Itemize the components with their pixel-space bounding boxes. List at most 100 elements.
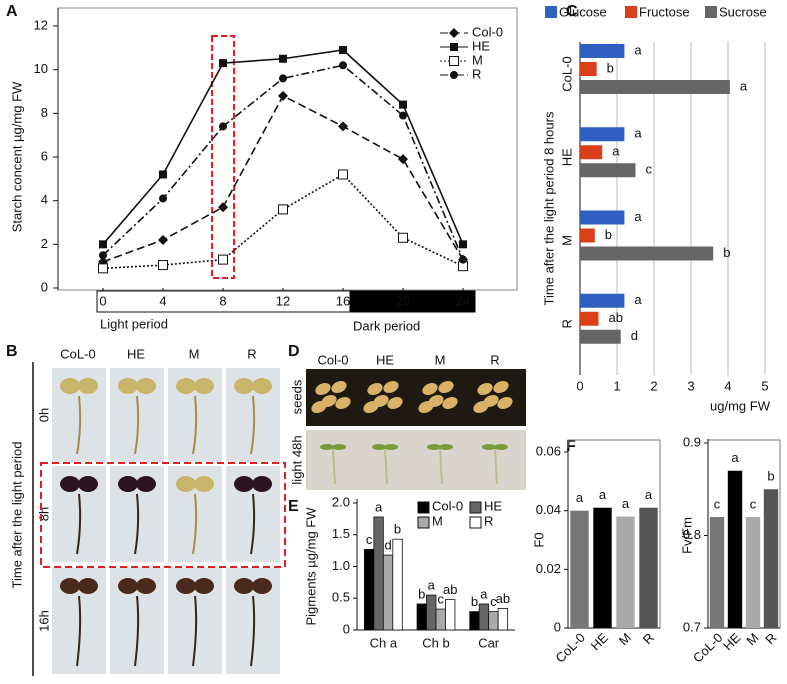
marker — [219, 59, 227, 68]
x-tick-label: 12 — [276, 293, 290, 308]
cotyledon — [176, 378, 196, 394]
marker — [459, 240, 467, 249]
significance-letter: c — [750, 496, 757, 511]
x-tick-label: Ch b — [422, 635, 449, 650]
bar — [392, 538, 403, 631]
cotyledon — [194, 476, 214, 492]
y-tick-label: R — [559, 319, 574, 328]
bar — [363, 548, 375, 631]
y-axis-label: Pigments µg/mg FW — [303, 507, 318, 626]
y-tick-label: 0.04 — [536, 502, 561, 517]
cotyledon — [427, 444, 441, 450]
x-tick-label: 24 — [456, 293, 470, 308]
y-tick-label: 4 — [41, 192, 48, 207]
seedling-stem — [192, 493, 198, 555]
seed — [387, 396, 403, 410]
seed — [418, 400, 434, 414]
seedling-stem — [192, 395, 198, 455]
cotyledon — [60, 378, 80, 394]
legend-label: Sucrose — [719, 4, 767, 19]
cotyledon — [234, 476, 254, 492]
cotyledon — [60, 578, 80, 594]
bar — [570, 510, 589, 628]
x-tick-label: CoL-0 — [552, 630, 588, 666]
cotyledon — [118, 476, 138, 492]
bar — [580, 44, 625, 58]
legend-swatch — [625, 6, 637, 18]
significance-letter: b — [605, 227, 612, 242]
cotyledon — [60, 476, 80, 492]
seedling-stem — [250, 595, 256, 667]
legend-label: Glucose — [559, 4, 607, 19]
column-label: CoL-0 — [60, 346, 95, 361]
x-tick-label: R — [640, 630, 657, 647]
x-tick-label: CoL-0 — [690, 630, 726, 666]
cotyledon — [332, 444, 346, 450]
seed — [473, 400, 489, 414]
significance-letter: a — [634, 209, 642, 224]
bar — [497, 608, 509, 631]
seedling-stem — [192, 595, 198, 667]
seed — [363, 400, 379, 414]
significance-letter: b — [607, 60, 614, 75]
seedling-stem — [332, 447, 336, 485]
y-tick-label: 0 — [343, 621, 350, 636]
panel-label: D — [288, 343, 300, 360]
y-tick-label: HE — [559, 148, 574, 166]
marker — [278, 90, 288, 101]
seed — [497, 396, 513, 410]
legend-label: Col-0 — [432, 498, 463, 513]
seedling-stem — [494, 447, 498, 485]
row-label: light 48h — [289, 435, 304, 484]
highlight-box — [40, 462, 286, 568]
x-tick-label: 4 — [724, 378, 731, 393]
significance-letter: c — [646, 162, 653, 177]
bar — [373, 516, 384, 631]
significance-letter: a — [740, 78, 748, 93]
cotyledon — [136, 476, 156, 492]
series-line — [102, 173, 464, 270]
legend-label: M — [432, 513, 443, 528]
cotyledon — [320, 444, 334, 450]
bar — [382, 554, 394, 631]
x-tick-label: 20 — [396, 293, 410, 308]
cotyledon — [252, 578, 272, 594]
y-tick-label: 0 — [554, 619, 561, 634]
seed — [442, 396, 458, 410]
cotyledon — [234, 578, 254, 594]
significance-letter: c — [366, 532, 373, 547]
panel-label: B — [6, 343, 18, 360]
significance-letter: a — [634, 126, 642, 141]
x-axis-label: ug/mg FW — [710, 398, 771, 413]
significance-letter: b — [767, 469, 774, 484]
bar — [580, 127, 625, 142]
cotyledon — [194, 578, 214, 594]
cotyledon — [78, 476, 98, 492]
photo — [110, 466, 164, 562]
significance-letter: b — [394, 522, 401, 537]
significance-letter: b — [418, 586, 425, 601]
legend-label: HE — [484, 498, 502, 513]
panel-label: F — [566, 438, 576, 455]
bar — [580, 293, 625, 308]
bar — [763, 489, 779, 628]
side-label: Time after the light period — [9, 442, 24, 589]
legend-swatch — [469, 501, 482, 514]
significance-letter: a — [576, 490, 584, 505]
marker — [279, 54, 287, 63]
marker — [399, 100, 407, 109]
legend-swatch — [469, 516, 482, 529]
seed — [367, 382, 383, 396]
y-tick-label: 10 — [34, 61, 48, 76]
row-label: 16h — [36, 610, 51, 632]
seedling-stem — [384, 447, 388, 485]
seedling-stem — [134, 595, 140, 667]
dark-strip — [349, 290, 476, 313]
x-tick-label: 16 — [336, 293, 350, 308]
cotyledon — [136, 378, 156, 394]
marker — [398, 154, 408, 165]
cotyledon — [78, 378, 98, 394]
y-tick-label: 2 — [41, 236, 48, 251]
y-tick-label: 0.06 — [536, 443, 561, 458]
significance-letter: ab — [443, 582, 457, 597]
